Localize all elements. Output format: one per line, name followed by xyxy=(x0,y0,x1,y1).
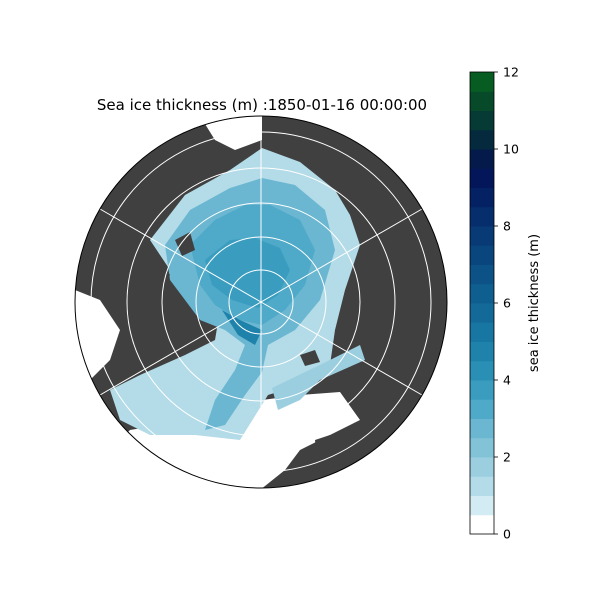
colorbar-swatch xyxy=(470,245,494,265)
colorbar-swatch xyxy=(470,360,494,381)
colorbar-ticks: 0 2 4 6 8 10 12 xyxy=(494,65,519,542)
colorbar-tick-label: 2 xyxy=(503,450,511,465)
colorbar-swatch xyxy=(470,457,494,477)
colorbar-tick-label: 12 xyxy=(503,65,519,80)
colorbar-tick-label: 4 xyxy=(503,373,511,388)
colorbar-swatch xyxy=(470,91,494,111)
open-ocean-pacific xyxy=(75,290,120,385)
colorbar: 0 2 4 6 8 10 12 sea ice thickness (m) xyxy=(469,65,542,542)
colorbar-swatch xyxy=(470,476,494,496)
colorbar-swatch xyxy=(470,399,494,419)
colorbar-swatch xyxy=(470,322,494,342)
map-boundary xyxy=(74,115,448,489)
longitude-gridlines xyxy=(99,116,423,488)
map-title: Sea ice thickness (m) :1850-01-16 00:00:… xyxy=(96,96,428,114)
colorbar-swatch xyxy=(470,437,494,458)
map-disk xyxy=(75,116,447,488)
colorbar-swatch xyxy=(470,341,494,362)
colorbar-swatch xyxy=(470,110,494,131)
colorbar-swatch xyxy=(470,264,494,285)
colorbar-swatch xyxy=(470,514,494,535)
colorbar-swatch xyxy=(470,283,494,304)
open-ocean-north xyxy=(200,116,262,150)
sea-ice-east xyxy=(272,345,365,410)
colorbar-tick-label: 8 xyxy=(503,219,511,234)
colorbar-swatches xyxy=(470,72,494,535)
colorbar-swatch xyxy=(470,149,494,169)
colorbar-tick-label: 0 xyxy=(503,527,511,542)
colorbar-swatch xyxy=(470,495,494,516)
colorbar-swatch xyxy=(470,129,494,150)
colorbar-swatch xyxy=(470,168,494,188)
colorbar-swatch xyxy=(470,226,494,246)
colorbar-swatch xyxy=(470,303,494,323)
colorbar-swatch xyxy=(470,206,494,227)
colorbar-swatch xyxy=(470,187,494,208)
colorbar-tick-label: 10 xyxy=(503,142,519,157)
colorbar-label: sea ice thickness (m) xyxy=(527,234,542,372)
colorbar-swatch xyxy=(470,418,494,439)
colorbar-swatch xyxy=(470,380,494,400)
colorbar-tick-label: 6 xyxy=(503,296,511,311)
colorbar-swatch xyxy=(470,72,494,92)
